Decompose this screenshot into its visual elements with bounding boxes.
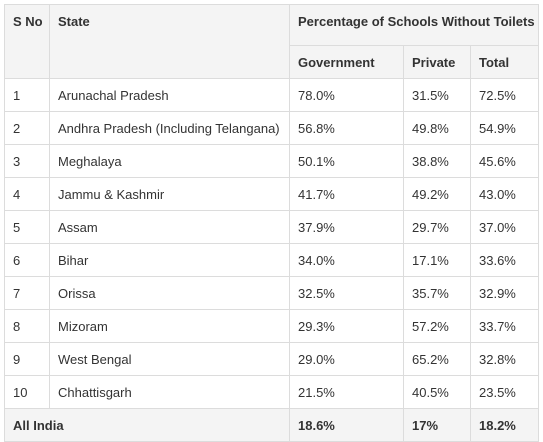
cell-private: 65.2% <box>403 342 471 376</box>
table-row: 5 Assam 37.9% 29.7% 37.0% <box>4 210 540 244</box>
cell-government: 56.8% <box>289 111 404 145</box>
cell-government: 50.1% <box>289 144 404 178</box>
footer-total: 18.2% <box>469 408 540 442</box>
cell-total: 32.9% <box>469 276 540 310</box>
cell-state: Meghalaya <box>49 144 290 178</box>
cell-state: Arunachal Pradesh <box>49 78 290 112</box>
cell-state: Orissa <box>49 276 290 310</box>
table-row: 4 Jammu & Kashmir 41.7% 49.2% 43.0% <box>4 177 540 211</box>
cell-total: 33.7% <box>469 309 540 343</box>
table-row: 6 Bihar 34.0% 17.1% 33.6% <box>4 243 540 277</box>
cell-sno: 10 <box>4 375 50 409</box>
table-row: 10 Chhattisgarh 21.5% 40.5% 23.5% <box>4 375 540 409</box>
header-percentage-group: Percentage of Schools Without Toilets <box>288 4 540 46</box>
cell-sno: 4 <box>4 177 50 211</box>
cell-private: 40.5% <box>403 375 471 409</box>
cell-state: Andhra Pradesh (Including Telangana) <box>49 111 290 145</box>
footer-government: 18.6% <box>289 408 404 442</box>
table-footer: All India 18.6% 17% 18.2% <box>4 408 540 442</box>
table-body: 1 Arunachal Pradesh 78.0% 31.5% 72.5% 2 … <box>4 78 540 409</box>
table-row: 7 Orissa 32.5% 35.7% 32.9% <box>4 276 540 310</box>
cell-state: Chhattisgarh <box>49 375 290 409</box>
cell-total: 33.6% <box>469 243 540 277</box>
cell-total: 23.5% <box>469 375 540 409</box>
table-row: 1 Arunachal Pradesh 78.0% 31.5% 72.5% <box>4 78 540 112</box>
header-sno: S No <box>4 4 50 79</box>
cell-private: 38.8% <box>403 144 471 178</box>
header-government: Government <box>289 45 404 79</box>
header-row-sub: Government Private Total <box>5 45 540 79</box>
cell-total: 32.8% <box>469 342 540 376</box>
cell-sno: 9 <box>4 342 50 376</box>
cell-government: 21.5% <box>289 375 404 409</box>
cell-total: 37.0% <box>469 210 540 244</box>
table-row: 3 Meghalaya 50.1% 38.8% 45.6% <box>4 144 540 178</box>
cell-state: West Bengal <box>49 342 290 376</box>
cell-government: 41.7% <box>289 177 404 211</box>
cell-state: Assam <box>49 210 290 244</box>
header-private: Private <box>403 45 471 79</box>
table-row: 9 West Bengal 29.0% 65.2% 32.8% <box>4 342 540 376</box>
cell-sno: 7 <box>4 276 50 310</box>
cell-total: 45.6% <box>469 144 540 178</box>
cell-government: 78.0% <box>289 78 404 112</box>
cell-government: 32.5% <box>289 276 404 310</box>
cell-private: 17.1% <box>403 243 471 277</box>
header-row-top: S No State Percentage of Schools Without… <box>4 4 540 79</box>
cell-sno: 8 <box>4 309 50 343</box>
cell-private: 49.2% <box>403 177 471 211</box>
cell-private: 29.7% <box>403 210 471 244</box>
cell-sno: 5 <box>4 210 50 244</box>
cell-total: 54.9% <box>469 111 540 145</box>
cell-state: Mizoram <box>49 309 290 343</box>
cell-total: 43.0% <box>469 177 540 211</box>
cell-sno: 2 <box>4 111 50 145</box>
header-total: Total <box>469 45 540 79</box>
cell-sno: 6 <box>4 243 50 277</box>
schools-without-toilets-table: S No State Percentage of Schools Without… <box>4 4 540 442</box>
footer-private: 17% <box>403 408 471 442</box>
header-state: State <box>49 4 290 79</box>
cell-government: 37.9% <box>289 210 404 244</box>
cell-government: 34.0% <box>289 243 404 277</box>
cell-private: 57.2% <box>403 309 471 343</box>
cell-total: 72.5% <box>469 78 540 112</box>
cell-sno: 1 <box>4 78 50 112</box>
cell-private: 31.5% <box>403 78 471 112</box>
cell-state: Jammu & Kashmir <box>49 177 290 211</box>
all-india-row: All India 18.6% 17% 18.2% <box>4 408 540 442</box>
cell-government: 29.0% <box>289 342 404 376</box>
cell-sno: 3 <box>4 144 50 178</box>
cell-state: Bihar <box>49 243 290 277</box>
cell-private: 49.8% <box>403 111 471 145</box>
cell-private: 35.7% <box>403 276 471 310</box>
table-row: 8 Mizoram 29.3% 57.2% 33.7% <box>4 309 540 343</box>
footer-label: All India <box>4 408 290 442</box>
table-row: 2 Andhra Pradesh (Including Telangana) 5… <box>4 111 540 145</box>
table-header: S No State Percentage of Schools Without… <box>4 4 540 79</box>
cell-government: 29.3% <box>289 309 404 343</box>
